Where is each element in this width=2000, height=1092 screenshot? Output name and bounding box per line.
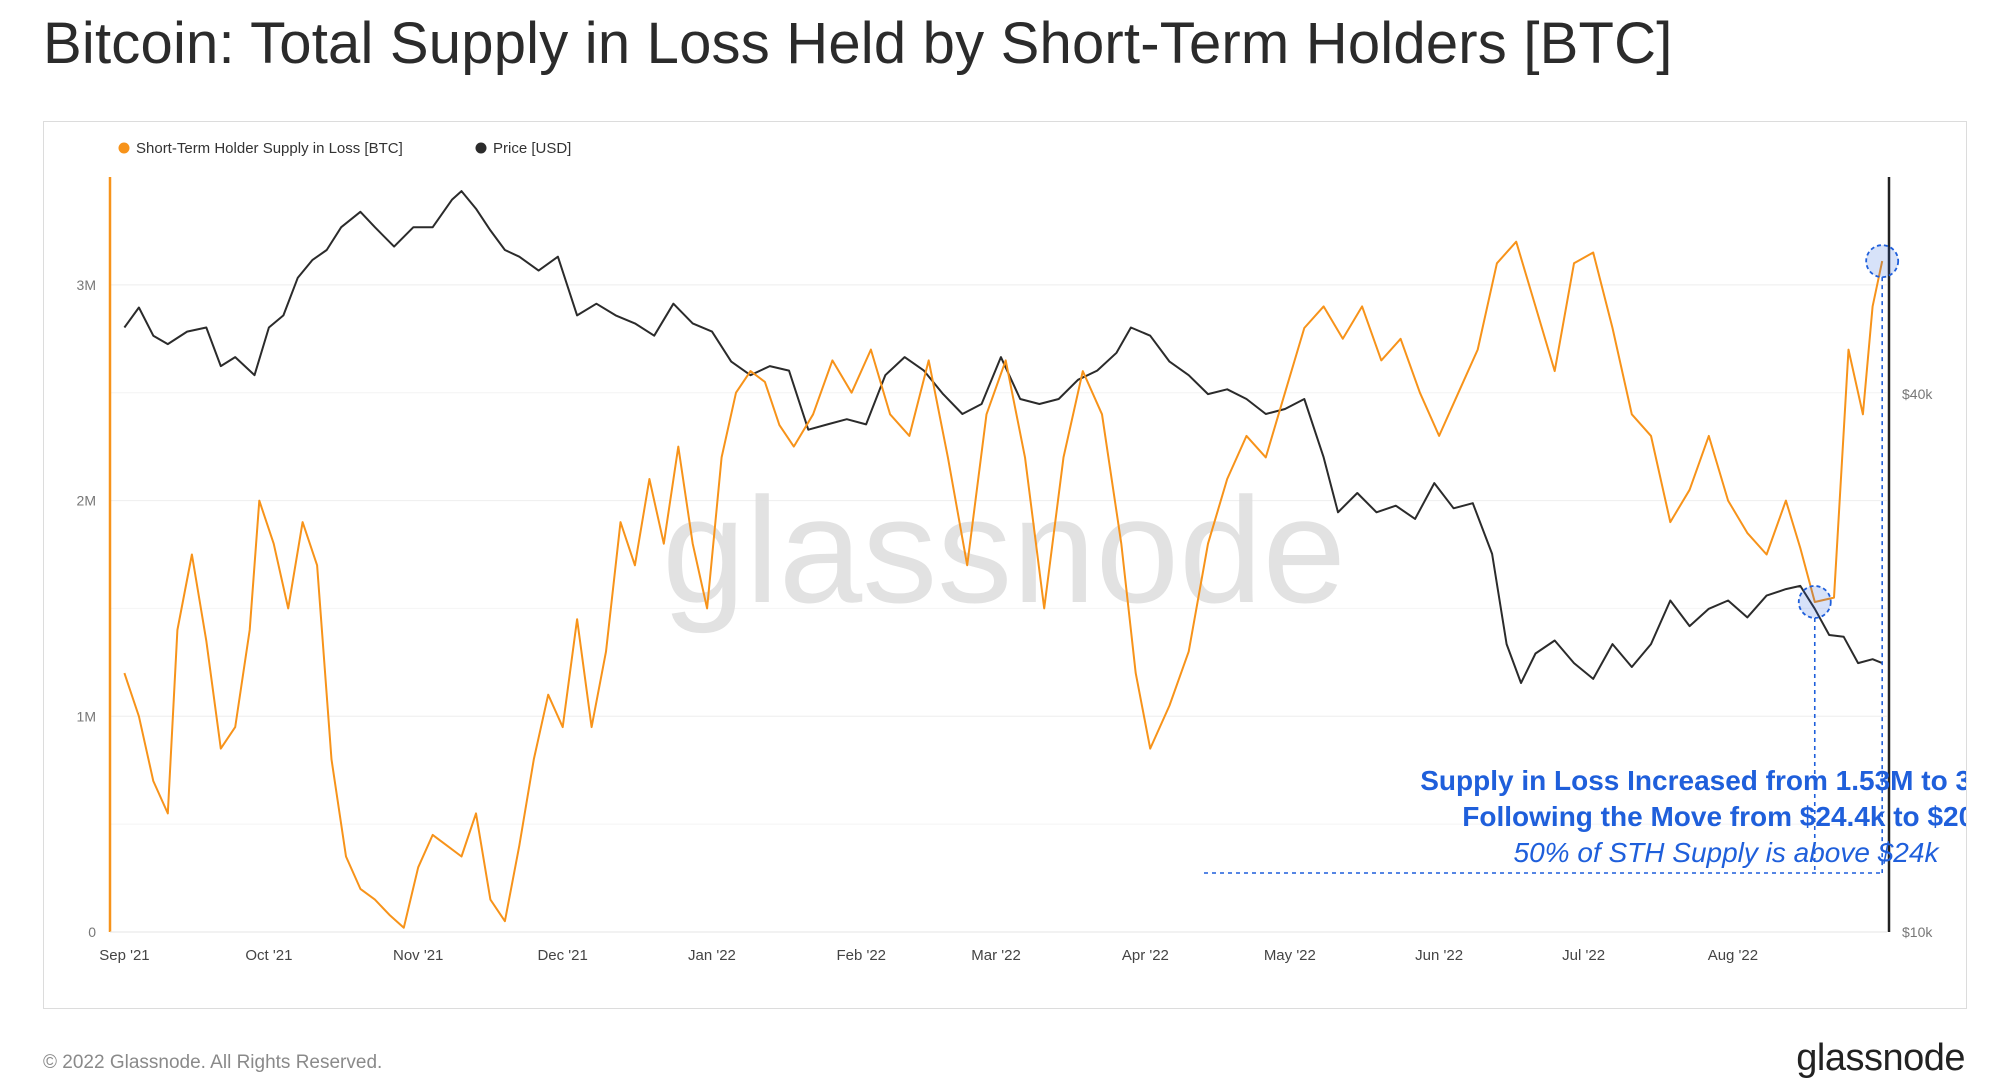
x-tick-label: Nov '21 [393,947,443,964]
annotation-line2: Following the Move from $24.4k to $20k [1462,801,1966,832]
footer-logo[interactable]: glassnode [1796,1037,1965,1079]
series-line-supply [123,240,1884,929]
legend-marker-supply [118,142,130,154]
y-left-tick-label: 3M [77,277,96,293]
legend: Short-Term Holder Supply in Loss [BTC] P… [118,140,572,157]
annotation-marker-end [1865,244,1900,279]
x-tick-label: Sep '21 [99,947,149,964]
y-left-tick-label: 1M [77,708,96,724]
watermark: glassnode [662,466,1346,634]
y-right-tick-label: $40k [1902,386,1933,402]
annotation-markers [1204,244,1900,874]
page-title: Bitcoin: Total Supply in Loss Held by Sh… [43,11,1673,76]
x-tick-label: Oct '21 [245,947,292,964]
legend-item-price[interactable]: Price [USD] [475,140,572,157]
legend-marker-price [475,142,487,154]
y-left-tick-label: 2M [77,493,96,509]
x-tick-label: Dec '21 [537,947,587,964]
series-line-price [123,190,1883,684]
x-tick-label: Mar '22 [971,947,1021,964]
y-left-tick-label: 0 [88,924,96,940]
x-tick-label: Apr '22 [1122,947,1169,964]
annotation-line1: Supply in Loss Increased from 1.53M to 3… [1420,765,1966,796]
x-tick-label: Feb '22 [836,947,886,964]
chart-svg: Short-Term Holder Supply in Loss [BTC] P… [77,140,2000,964]
footer-copyright: © 2022 Glassnode. All Rights Reserved. [43,1052,383,1073]
annotation-marker-start [1797,585,1832,619]
legend-label-supply: Short-Term Holder Supply in Loss [BTC] [136,140,403,157]
x-tick-label: May '22 [1264,947,1316,964]
x-tick-label: Jul '22 [1562,947,1605,964]
chart-panel: Short-Term Holder Supply in Loss [BTC] P… [43,121,2000,1009]
annotation-line3: 50% of STH Supply is above $24k [1514,837,1941,868]
x-tick-label: Aug '22 [1708,947,1758,964]
series-layer [123,190,1884,929]
x-tick-label: Jan '22 [688,947,736,964]
axes: 0 1M 2M 3M $10k $40k Sep '21 Oct '21 Nov '21 Dec … [77,177,1933,964]
x-tick-label: Jun '22 [1415,947,1463,964]
y-right-tick-label: $10k [1902,924,1933,940]
legend-item-supply[interactable]: Short-Term Holder Supply in Loss [BTC] [118,140,403,157]
grid [110,284,1887,933]
annotation-text: Supply in Loss Increased from 1.53M to 3… [1420,765,2000,868]
legend-label-price: Price [USD] [493,140,571,157]
